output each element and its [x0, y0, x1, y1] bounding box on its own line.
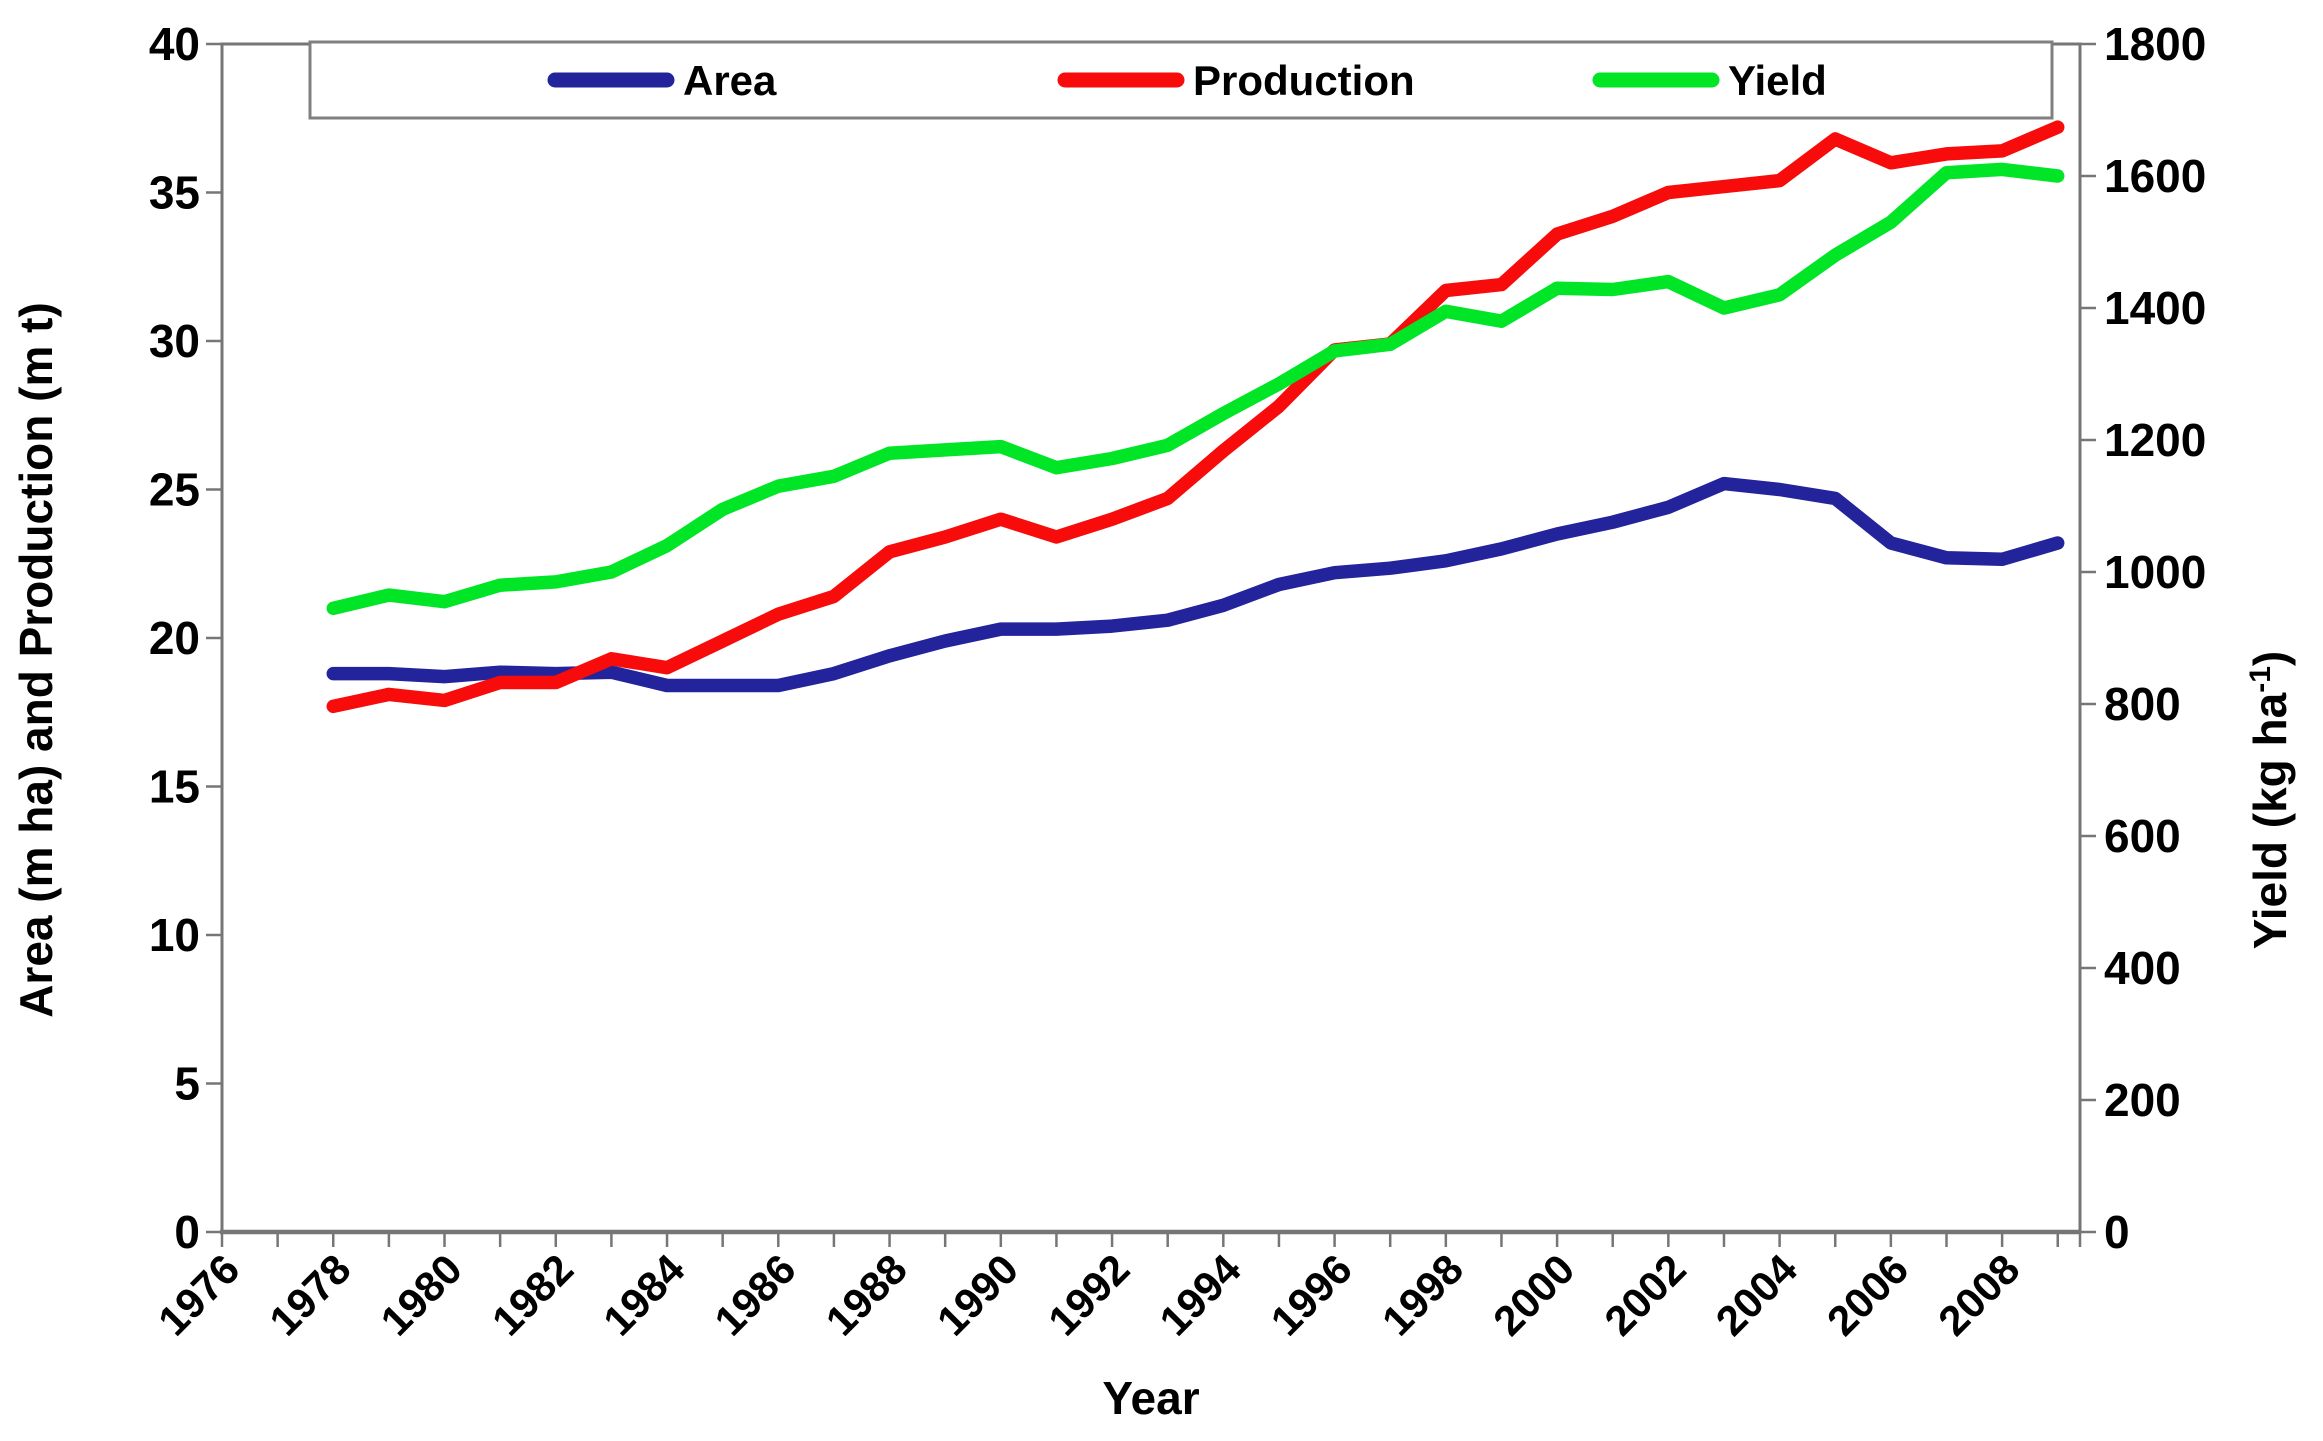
left-axis-ticks	[206, 42, 222, 1234]
left-tick-label: 25	[149, 464, 200, 516]
plot-frame	[220, 42, 2082, 1234]
right-tick-label: 0	[2104, 1206, 2130, 1258]
right-tick-label: 200	[2104, 1074, 2181, 1126]
legend-label: Production	[1193, 57, 1415, 104]
right-axis-title: Yield (kg ha-1)	[2244, 651, 2296, 949]
legend-item-yield[interactable]: Yield	[1592, 57, 1827, 104]
left-tick-label: 0	[174, 1206, 200, 1258]
right-tick-label: 1600	[2104, 150, 2206, 202]
legend-item-area[interactable]: Area	[547, 57, 777, 104]
legend-label: Yield	[1728, 57, 1827, 104]
x-tick-label: 1990	[928, 1245, 1027, 1344]
left-tick-label: 30	[149, 315, 200, 367]
x-tick-label: 1996	[1262, 1245, 1361, 1344]
x-tick-label: 2006	[1818, 1245, 1917, 1344]
series-line-production	[326, 120, 2065, 714]
x-tick-label: 1986	[705, 1245, 804, 1344]
right-axis-ticks	[2080, 42, 2096, 1234]
x-tick-label: 1978	[260, 1245, 359, 1344]
x-tick-label: 2002	[1595, 1245, 1694, 1344]
left-tick-label: 10	[149, 909, 200, 961]
left-tick-label: 5	[174, 1058, 200, 1110]
right-tick-label: 1000	[2104, 546, 2206, 598]
left-axis-tick-labels: 0 5 10 15 20 25 30 35 40	[149, 18, 200, 1258]
series-lines	[326, 120, 2065, 714]
series-line-yield	[326, 162, 2065, 616]
legend: Area Production Yield	[308, 40, 2054, 120]
x-tick-label: 1988	[817, 1245, 916, 1344]
right-tick-label: 1400	[2104, 282, 2206, 334]
right-tick-label: 1800	[2104, 18, 2206, 70]
left-tick-label: 15	[149, 761, 200, 813]
x-tick-label: 1992	[1039, 1245, 1138, 1344]
right-tick-label: 1200	[2104, 414, 2206, 466]
series-line-area	[326, 476, 2065, 693]
x-axis-ticks	[220, 1232, 2082, 1247]
x-tick-label: 2008	[1929, 1245, 2028, 1344]
right-tick-label: 400	[2104, 942, 2181, 994]
x-tick-label: 1984	[594, 1245, 694, 1345]
left-tick-label: 35	[149, 167, 200, 219]
x-axis-tick-labels: 1976 1978 1980 1982 1984 1986 1988 1990 1992 1994…	[149, 1245, 2028, 1345]
x-tick-label: 1998	[1373, 1245, 1472, 1344]
right-tick-label: 600	[2104, 810, 2181, 862]
left-tick-label: 20	[149, 612, 200, 664]
right-axis-tick-labels: 0 200 400 600 800 1000 1200 1400 1600 1800	[2104, 18, 2206, 1258]
right-tick-label: 800	[2104, 678, 2181, 730]
x-tick-label: 1980	[372, 1245, 471, 1344]
x-tick-label: 2000	[1484, 1245, 1583, 1344]
left-axis-title: Area (m ha) and Production (m t)	[10, 302, 62, 1018]
legend-item-production[interactable]: Production	[1057, 57, 1415, 104]
x-tick-label: 1976	[149, 1245, 248, 1344]
left-tick-label: 40	[149, 18, 200, 70]
x-tick-label: 1994	[1150, 1245, 1250, 1345]
legend-label: Area	[683, 57, 777, 104]
x-tick-label: 1982	[483, 1245, 582, 1344]
x-tick-label: 2004	[1707, 1245, 1807, 1345]
x-axis-title: Year	[1102, 1372, 1199, 1424]
